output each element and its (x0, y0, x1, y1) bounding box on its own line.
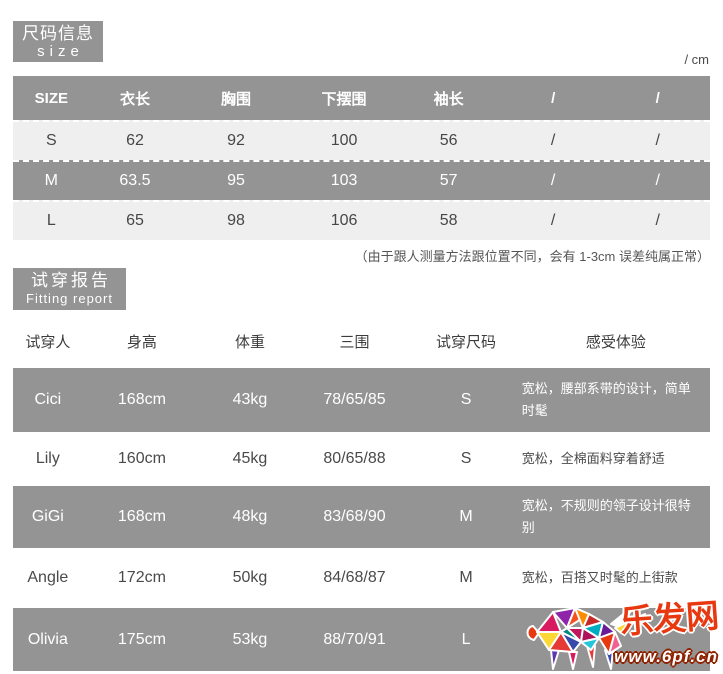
ftable-cell: 83/68/90 (323, 508, 386, 525)
ftable-cell: 168cm (117, 391, 166, 408)
scolumn-header: / (655, 89, 660, 107)
stable-cell: 65 (126, 212, 144, 229)
ftable-cell: 160cm (117, 450, 166, 467)
fcolumn-header: 三围 (339, 333, 370, 351)
ftable-cell: Olivia (27, 630, 68, 648)
stable-cell: 57 (439, 172, 458, 189)
stable-cell: / (655, 132, 660, 149)
ftable-cell: Lily (35, 450, 60, 467)
fitting-badge-subtitle: Fitting report (26, 291, 113, 306)
fcolumn-header: 感受体验 (585, 333, 646, 351)
stable-cell: / (550, 212, 556, 229)
stable-cell: 100 (330, 132, 358, 149)
stable-cell: 98 (227, 212, 245, 229)
stable-cell: 103 (330, 172, 358, 189)
stable-cell: 63.5 (119, 172, 151, 189)
ftable-row: Olivia 175cm 53kg 88/70/91 L (13, 608, 710, 671)
ftable-cell: 84/68/87 (323, 569, 386, 586)
ftable-cell: 宽松，全棉面料穿着舒适 (521, 451, 665, 466)
scolumn-header: 下摆围 (321, 90, 367, 108)
size-section-badge: 尺码信息 size (13, 21, 103, 62)
fcolumn-header: 试穿尺码 (436, 333, 497, 351)
fitting-section-badge: 试穿报告 Fitting report (13, 268, 126, 310)
stable-cell: 56 (439, 132, 458, 149)
stable-cell: / (550, 172, 556, 189)
stable-cell: 106 (330, 212, 358, 229)
ftable-cell: S (460, 450, 472, 467)
stable-cell: 58 (439, 212, 458, 229)
scolumn-header: 袖长 (433, 90, 464, 108)
ftable-cell: 宽松，百搭又时髦的上街款 (521, 570, 678, 585)
ftable-header-row: 试穿人 身高 体重 三围 试穿尺码 感受体验 (13, 314, 710, 368)
stable-cell: S (45, 132, 57, 149)
ftable-cell: M (459, 508, 473, 525)
stable-cell: / (655, 172, 660, 189)
ftable-cell: 50kg (232, 569, 268, 586)
ftable-cell: 48kg (232, 508, 268, 525)
size-table: SIZE 衣长 胸围 下摆围 袖长 / / S 62 92 100 56 / / M 63.5 95 103 57 /… (13, 76, 710, 240)
stable-cell: / (550, 132, 556, 149)
ftable-cell: Angle (27, 569, 69, 586)
scolumn-header: / (551, 89, 556, 107)
ftable-cell: 168cm (117, 508, 166, 525)
ftable-cell: 172cm (117, 569, 166, 586)
fcolumn-header: 体重 (234, 333, 265, 351)
ftable-row: Angle 172cm 50kg 84/68/87 M 宽松，百搭又时髦的上街款 (13, 548, 710, 608)
ftable-cell: 78/65/85 (323, 391, 386, 408)
ftable-cell: M (459, 569, 473, 586)
ftable-cell: 宽松，腰部系带的设计，简单时髦 (521, 381, 691, 418)
scolumn-header: 衣长 (119, 90, 150, 108)
unit-label: / cm (684, 52, 709, 67)
ftable-cell: 80/65/88 (323, 450, 386, 467)
fitting-table: 试穿人 身高 体重 三围 试穿尺码 感受体验 Cici 168cm 43kg 78/65/85 S 宽… (13, 314, 710, 671)
ftable-row: GiGi 168cm 48kg 83/68/90 M 宽松，不规则的领子设计很特别 (13, 486, 710, 548)
ftable-cell: 88/70/91 (323, 630, 386, 648)
ftable-cell: Cici (34, 391, 62, 408)
stable-header-row: SIZE 衣长 胸围 下摆围 袖长 / / (13, 76, 710, 120)
ftable-cell: 43kg (232, 391, 268, 408)
scolumn-header: 胸围 (221, 90, 252, 108)
stable-cell: 62 (126, 132, 144, 149)
size-badge-subtitle: size (37, 42, 84, 60)
ftable-cell: L (461, 630, 471, 648)
ftable-row: Cici 168cm 43kg 78/65/85 S 宽松，腰部系带的设计，简单时髦 (13, 368, 710, 432)
ftable-cell: 宽松，不规则的领子设计很特别 (521, 498, 691, 535)
stable-cell: L (46, 212, 56, 229)
stable-cell: 92 (227, 132, 245, 149)
stable-row: L 65 98 106 58 / / (13, 200, 710, 240)
scolumn-header: SIZE (34, 89, 68, 107)
stable-cell: M (44, 172, 58, 189)
fcolumn-header: 试穿人 (25, 333, 71, 351)
ftable-cell: S (460, 391, 472, 408)
stable-cell: 95 (227, 172, 245, 189)
ftable-cell: GiGi (31, 508, 64, 525)
ftable-row: Lily 160cm 45kg 80/65/88 S 宽松，全棉面料穿着舒适 (13, 432, 710, 486)
size-badge-title: 尺码信息 (22, 23, 94, 43)
fitting-badge-title: 试穿报告 (31, 271, 111, 290)
stable-row: S 62 92 100 56 / / (13, 120, 710, 160)
ftable-cell: 45kg (232, 450, 268, 467)
stable-row: M 63.5 95 103 57 / / (13, 160, 710, 200)
ftable-cell: 53kg (232, 630, 268, 648)
fcolumn-header: 身高 (126, 333, 157, 351)
measurement-note: （由于跟人测量方法跟位置不同，会有 1-3cm 误差纯属正常） (354, 249, 710, 264)
ftable-cell: 175cm (117, 630, 166, 648)
stable-cell: / (655, 212, 660, 229)
